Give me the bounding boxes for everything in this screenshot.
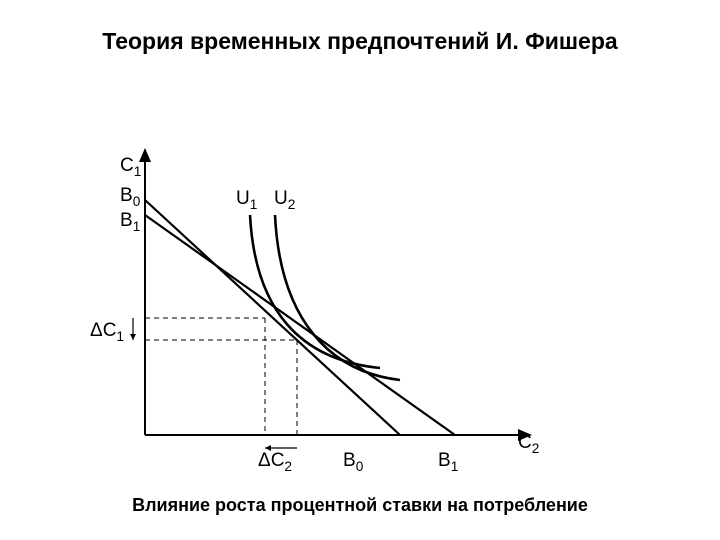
label-B1x: B1 — [438, 450, 458, 474]
label-B0x: B0 — [343, 450, 363, 474]
label-dC1: ΔC1 — [90, 320, 124, 344]
page: Теория временных предпочтений И. Фишера … — [0, 0, 720, 540]
label-B1y: B1 — [120, 210, 140, 234]
label-C2: C2 — [518, 432, 539, 456]
label-U2: U2 — [274, 188, 295, 212]
label-B0y: B0 — [120, 185, 140, 209]
label-C1: C1 — [120, 155, 141, 179]
label-U1: U1 — [236, 188, 257, 212]
label-dC2: ΔC2 — [258, 450, 292, 474]
caption: Влияние роста процентной ставки на потре… — [0, 495, 720, 516]
